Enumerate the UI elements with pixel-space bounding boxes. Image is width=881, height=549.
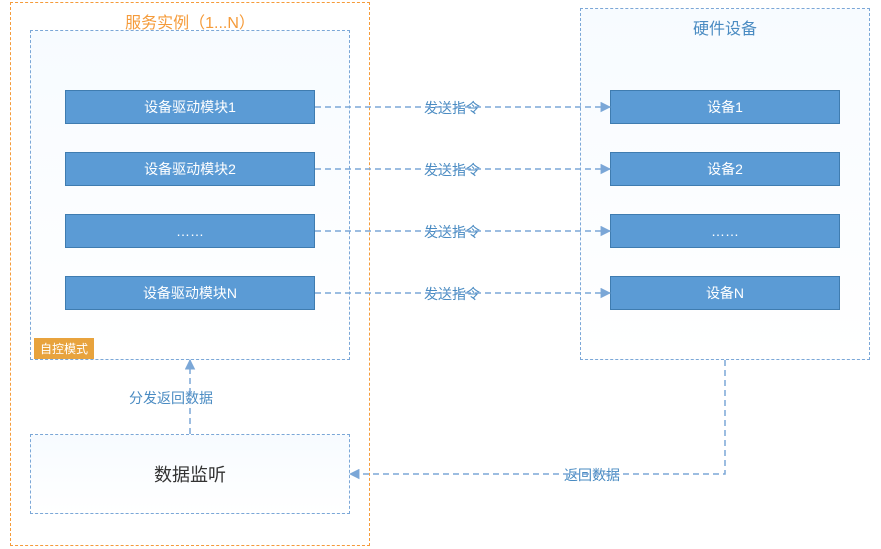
device-node: ……	[610, 214, 840, 248]
device-node: 设备2	[610, 152, 840, 186]
service-instance-title: 服务实例（1...N）	[11, 3, 369, 33]
auto-control-badge: 自控模式	[34, 338, 94, 359]
edge-label-send: 发送指令	[420, 222, 484, 242]
data-listener-box: 数据监听	[30, 434, 350, 514]
edge-label-send: 发送指令	[420, 98, 484, 118]
device-node: 设备N	[610, 276, 840, 310]
driver-node: ……	[65, 214, 315, 248]
auto-control-box	[30, 30, 350, 360]
hardware-title: 硬件设备	[581, 9, 869, 39]
device-node: 设备1	[610, 90, 840, 124]
driver-node: 设备驱动模块1	[65, 90, 315, 124]
driver-node: 设备驱动模块2	[65, 152, 315, 186]
edge-label-return: 返回数据	[560, 465, 624, 485]
driver-node: 设备驱动模块N	[65, 276, 315, 310]
edge-label-send: 发送指令	[420, 284, 484, 304]
edge-label-dispatch: 分发返回数据	[125, 388, 217, 408]
edge-label-send: 发送指令	[420, 160, 484, 180]
